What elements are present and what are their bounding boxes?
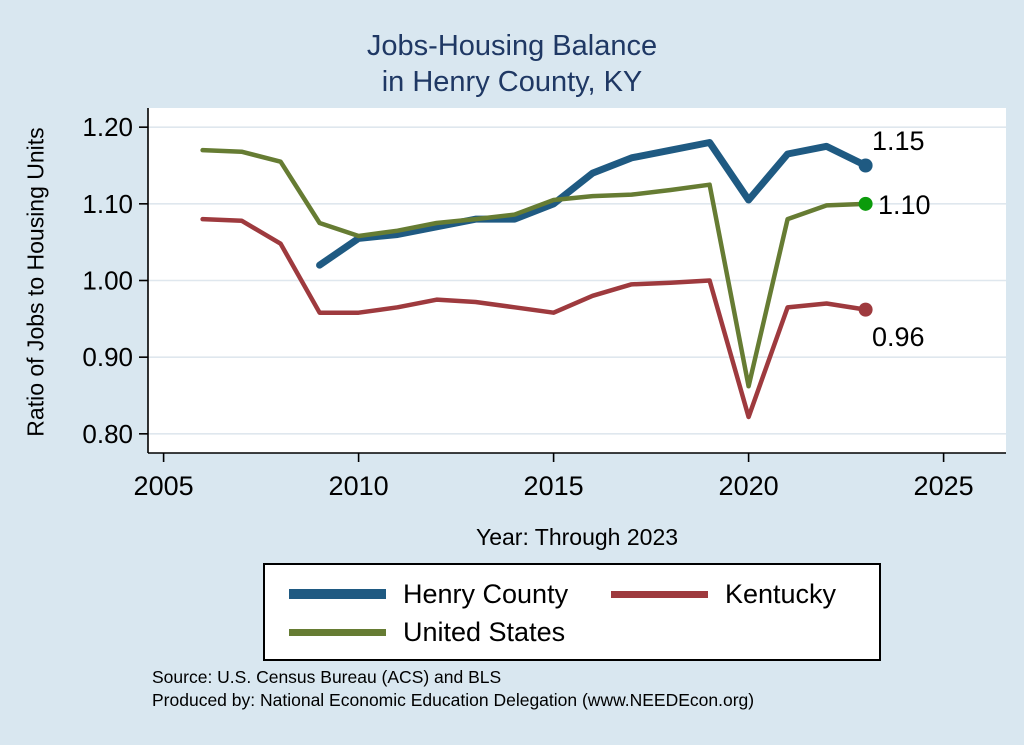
footer: Source: U.S. Census Bureau (ACS) and BLS…	[152, 666, 754, 712]
legend-swatch-kentucky	[611, 590, 708, 598]
end-label-united-states: 1.10	[878, 190, 931, 220]
x-tick-label: 2025	[914, 471, 974, 501]
line-henry-county	[316, 139, 870, 269]
legend-item-henry-county: Henry County	[289, 579, 611, 609]
line-kentucky	[200, 216, 868, 420]
chart-title: Jobs-Housing Balance in Henry County, KY	[0, 28, 1024, 100]
legend-label-kentucky: Kentucky	[725, 579, 837, 609]
end-label-henry-county: 1.15	[872, 126, 925, 156]
legend-item-united-states: United States	[289, 617, 611, 647]
legend-label-henry-county: Henry County	[403, 579, 569, 609]
legend-item-kentucky: Kentucky	[611, 579, 869, 609]
end-marker-kentucky	[858, 302, 873, 317]
legend-label-united-states: United States	[403, 617, 566, 647]
footer-produced-by: Produced by: National Economic Education…	[152, 690, 755, 710]
chart-title-line1: Jobs-Housing Balance	[366, 30, 658, 62]
legend: Henry County Kentucky United States	[263, 563, 881, 661]
legend-swatch-united-states	[289, 628, 386, 636]
x-tick-label: 2010	[329, 471, 389, 501]
x-axis-label: Year: Through 2023	[475, 524, 679, 550]
x-tick-label: 2020	[719, 471, 779, 501]
y-tick-label: 0.90	[82, 342, 133, 372]
footer-source: Source: U.S. Census Bureau (ACS) and BLS	[152, 667, 502, 687]
end-marker-henry-county	[858, 158, 873, 173]
y-tick-label: 1.00	[82, 266, 133, 296]
end-marker-united-states	[858, 196, 873, 211]
x-tick-label: 2005	[134, 471, 194, 501]
y-tick-label: 1.10	[82, 189, 133, 219]
y-tick-label: 0.80	[82, 419, 133, 449]
x-tick-label: 2015	[524, 471, 584, 501]
legend-swatch-henry-county	[289, 589, 386, 599]
y-tick-label: 1.20	[82, 112, 133, 142]
chart-title-line2: in Henry County, KY	[381, 66, 643, 98]
end-label-kentucky: 0.96	[872, 322, 925, 352]
line-united-states	[200, 147, 868, 389]
